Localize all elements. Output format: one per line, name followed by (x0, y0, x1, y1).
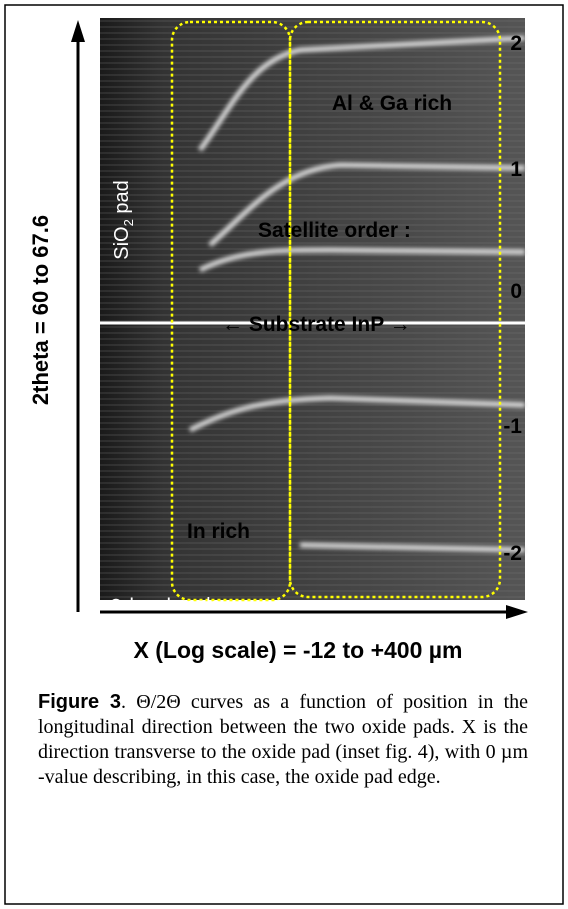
satellite-order: -1 (503, 415, 522, 438)
y-axis-label: 2theta = 60 to 67.6 (28, 215, 53, 405)
region-label: ← Substrate InP → (222, 313, 411, 336)
pad-label: SiO2 pad (111, 180, 136, 260)
region-label: Al & Ga rich (332, 92, 452, 115)
region-label: Satellite order : (258, 219, 411, 242)
diffraction-map (100, 18, 526, 600)
caption-text: . Θ/2Θ curves as a function of position … (38, 691, 529, 788)
region-box (170, 20, 292, 602)
caption: Figure 3. Θ/2Θ curves as a function of p… (38, 690, 528, 790)
region-label: In rich (187, 520, 250, 543)
satellite-order: 2 (510, 32, 522, 55)
frame (4, 4, 564, 905)
region-box (288, 20, 502, 599)
y-arrowhead (71, 20, 85, 42)
satellite-order: 1 (510, 158, 522, 181)
satellite-order: -2 (503, 542, 522, 565)
satellite-order: 0 (510, 280, 522, 303)
x-arrowhead (506, 605, 528, 619)
satellite-orders: 2 1 0 -1 -2 (503, 32, 522, 565)
caption-label: Figure 3 (38, 691, 122, 713)
x-axis-label: X (Log scale) = -12 to +400 µm (134, 637, 463, 663)
